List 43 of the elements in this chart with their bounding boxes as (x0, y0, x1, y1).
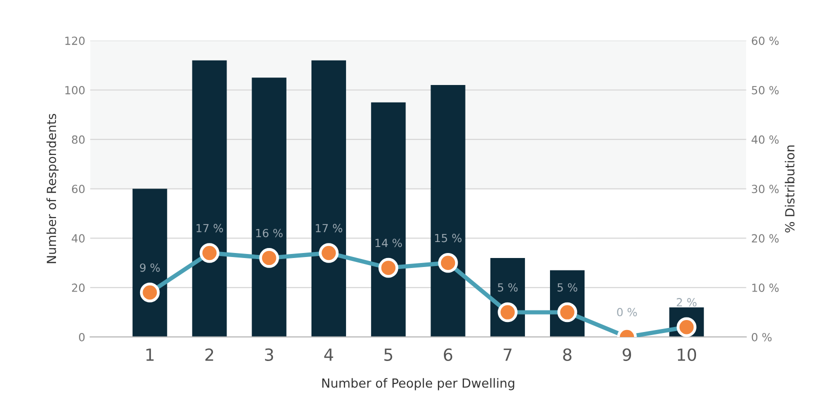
y2-tick-label: 40 % (752, 135, 779, 144)
x-tick-label: 4 (324, 348, 334, 361)
bar (252, 78, 286, 337)
y2-tick-label: 10 % (752, 284, 779, 292)
x-tick-label: 7 (504, 348, 512, 361)
x-tick-label: 2 (205, 348, 214, 361)
y2-axis-title: % Distribution (784, 145, 795, 232)
x-tick-label: 6 (444, 348, 452, 361)
bar (371, 102, 406, 337)
x-tick-label: 5 (384, 348, 392, 361)
y2-tick-label: 30 % (752, 184, 779, 194)
y-tick-label: 60 (72, 184, 85, 194)
data-label: 17 % (196, 224, 223, 232)
x-tick-label: 8 (563, 348, 572, 361)
x-tick-label: 1 (146, 348, 154, 361)
bar (192, 60, 227, 337)
y-tick-label: 40 (72, 234, 85, 243)
x-tick-label: 10 (678, 348, 696, 361)
y2-tick-label: 50 % (752, 86, 779, 94)
y-tick-label: 120 (65, 36, 85, 45)
data-label: 5 % (498, 283, 518, 292)
bar (132, 188, 168, 337)
bar (430, 85, 466, 337)
x-axis-title: Number of People per Dwelling (322, 378, 514, 390)
data-label: 17 % (316, 224, 342, 232)
y-tick-label: 20 (72, 284, 85, 292)
data-label: 5 % (558, 283, 578, 292)
bar (311, 60, 346, 337)
data-label: 16 % (256, 228, 283, 238)
y-tick-label: 0 (79, 332, 85, 342)
y2-tick-label: 20 % (752, 234, 779, 243)
y-tick-label: 100 (65, 86, 85, 94)
y2-tick-label: 60 % (752, 36, 779, 45)
x-tick-label: 9 (622, 348, 632, 361)
data-label: 2 % (676, 298, 697, 306)
x-tick-label: 3 (265, 348, 274, 361)
data-label: 15 % (435, 234, 462, 242)
data-label: 0 % (617, 308, 637, 316)
data-label: 9 % (140, 263, 160, 272)
y-tick-label: 80 (72, 135, 85, 144)
y-axis-title: Number of Respondents (46, 114, 59, 264)
y2-tick-label: 0 % (752, 332, 772, 342)
data-label: 14 % (375, 238, 402, 248)
